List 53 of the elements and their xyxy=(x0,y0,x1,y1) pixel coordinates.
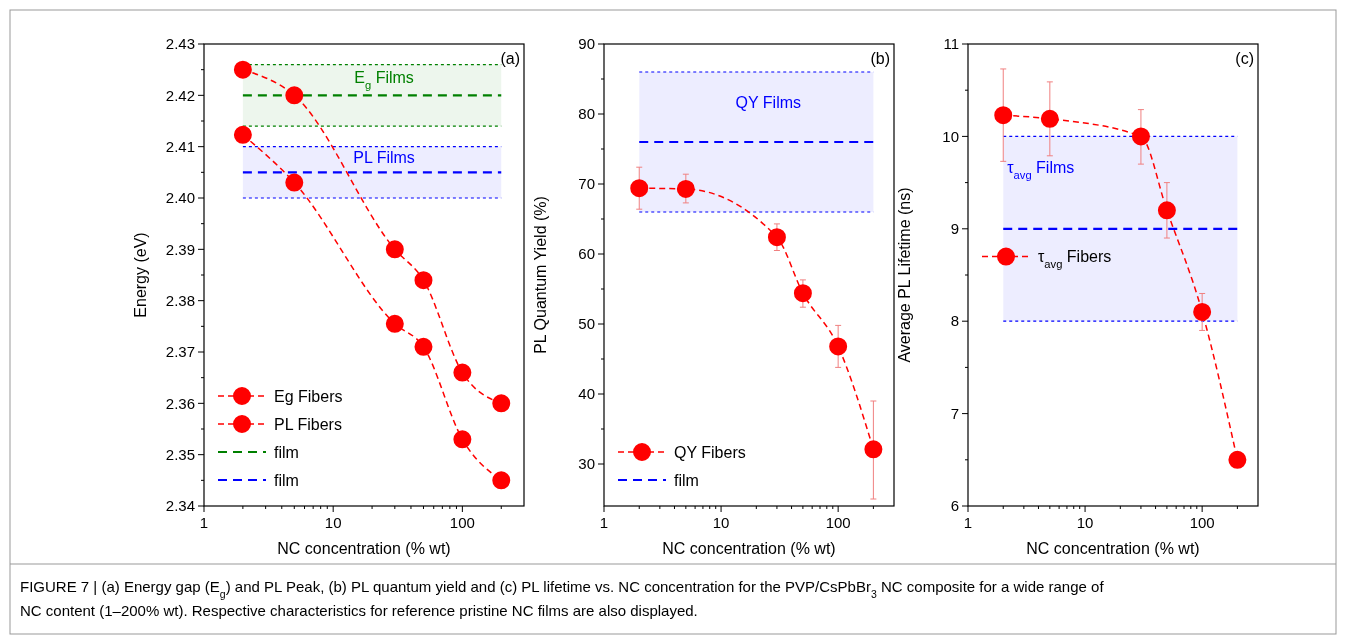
legend-label: film xyxy=(274,443,299,461)
y-tick-label: 2.42 xyxy=(165,86,195,104)
y-tick-label: 2.34 xyxy=(165,497,195,515)
y-tick-label: 2.36 xyxy=(165,394,195,412)
x-axis-title: NC concentration (% wt) xyxy=(662,540,836,557)
x-tick-label: 10 xyxy=(324,514,342,531)
x-tick-label: 100 xyxy=(1189,514,1215,531)
x-axis-title: NC concentration (% wt) xyxy=(277,540,451,557)
y-axis-title: PL Quantum Yield (%) xyxy=(532,196,549,354)
band-label: τ$_{avg}$ Films xyxy=(1007,159,1075,182)
y-tick-label: 2.41 xyxy=(165,137,195,155)
legend-label: PL Fibers xyxy=(274,415,342,433)
chart-title: (b) xyxy=(870,50,890,67)
legend-label: film xyxy=(674,471,699,489)
chart-title: (c) xyxy=(1235,50,1254,67)
legend-label: QY Fibers xyxy=(674,443,746,461)
y-tick-label: 9 xyxy=(950,220,959,238)
y-tick-label: 10 xyxy=(942,127,959,145)
x-tick-label: 1 xyxy=(199,514,209,531)
y-tick-label: 8 xyxy=(950,312,959,330)
y-tick-label: 70 xyxy=(578,175,595,193)
y-tick-label: 2.39 xyxy=(165,240,195,258)
y-tick-label: 40 xyxy=(578,385,595,403)
x-tick-label: 1 xyxy=(599,514,609,531)
y-tick-label: 2.40 xyxy=(165,189,195,207)
y-tick-label: 60 xyxy=(578,245,595,263)
y-tick-label: 2.38 xyxy=(165,291,195,309)
y-tick-label: 6 xyxy=(950,497,959,515)
y-tick-label: 11 xyxy=(943,35,959,53)
band-label: E$_{g}$ Films xyxy=(354,69,414,92)
x-tick-label: 100 xyxy=(449,514,475,531)
y-tick-label: 90 xyxy=(578,35,595,53)
legend-label: Eg Fibers xyxy=(274,387,343,405)
y-tick-label: 80 xyxy=(578,105,595,123)
text: FIGURE 7 | (a) Energy gap (E$_{g}$) and PL Peak, (b) PL quantum yield and (c) PL lifetime vs. NC concentration for the PVP/CsPbBr$_{3}$ NC composite for a wide range of NC content (1–200% wt). Respective characteristics for reference pristine NC films are also displayed. xyxy=(20,578,1104,619)
y-tick-label: 7 xyxy=(950,404,959,422)
x-tick-label: 10 xyxy=(712,514,730,531)
y-axis-title: Average PL Lifetime (ns) xyxy=(896,187,913,363)
y-tick-label: 2.43 xyxy=(165,35,195,53)
y-tick-label: 50 xyxy=(578,315,595,333)
x-axis-title: NC concentration (% wt) xyxy=(1026,540,1200,557)
y-tick-label: 2.37 xyxy=(165,343,195,361)
legend-label: film xyxy=(274,471,299,489)
y-tick-label: 30 xyxy=(578,455,595,473)
band-label: PL Films xyxy=(353,148,415,166)
band-label: QY Films xyxy=(735,93,802,111)
x-tick-label: 10 xyxy=(1076,514,1094,531)
y-axis-title: Energy (eV) xyxy=(132,232,149,318)
chart-title: (a) xyxy=(500,50,520,67)
legend-label: τ$_{avg}$ Fibers xyxy=(1038,248,1112,271)
x-tick-label: 100 xyxy=(825,514,851,531)
y-tick-label: 2.35 xyxy=(165,445,195,463)
x-tick-label: 1 xyxy=(963,514,973,531)
